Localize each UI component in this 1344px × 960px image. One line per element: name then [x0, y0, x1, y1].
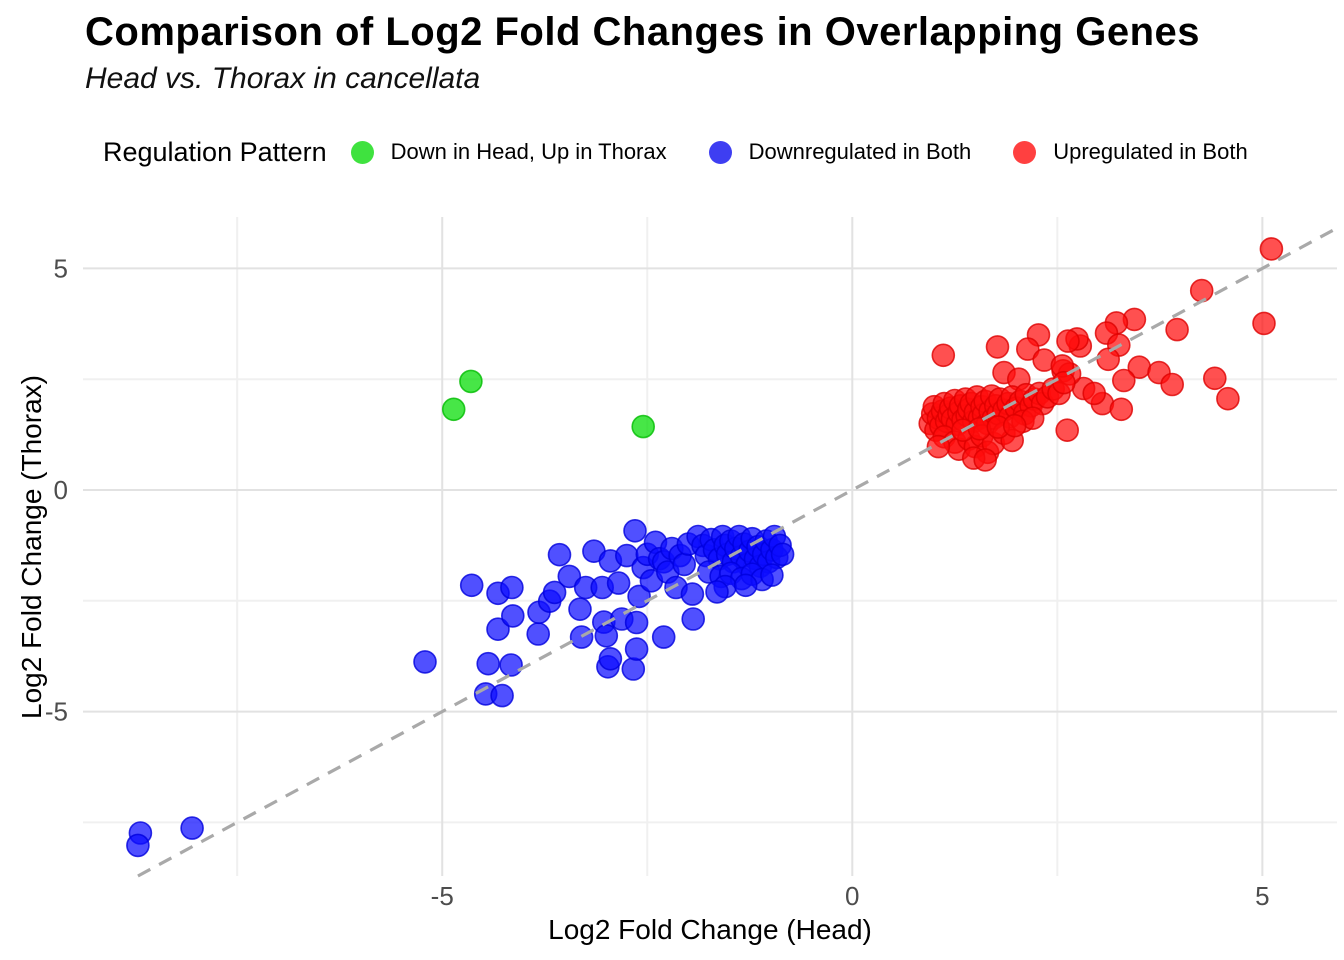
point-downregulated-both	[606, 571, 631, 595]
point-upregulated-both	[1112, 368, 1136, 393]
point-downregulated-both	[547, 542, 572, 567]
point-downregulated-both	[486, 617, 510, 642]
point-down-head-up-thorax	[441, 397, 466, 422]
legend-label: Down in Head, Up in Thorax	[390, 139, 667, 164]
identity-reference-line	[137, 226, 1338, 878]
point-upregulated-both	[931, 343, 956, 368]
point-downregulated-both	[733, 573, 758, 598]
chart-title: Comparison of Log2 Fold Changes in Overl…	[85, 10, 1201, 54]
y-tick-label: -5	[45, 697, 68, 727]
y-axis-title: Log2 Fold Change (Thorax)	[16, 375, 47, 719]
point-downregulated-both	[681, 607, 706, 631]
point-upregulated-both	[1259, 237, 1284, 261]
point-upregulated-both	[1216, 386, 1240, 411]
point-upregulated-both	[1203, 366, 1227, 391]
point-downregulated-both	[594, 623, 619, 648]
point-upregulated-both	[1252, 311, 1276, 336]
point-upregulated-both	[1160, 372, 1184, 397]
point-down-head-up-thorax	[459, 369, 483, 394]
y-tick-label: 0	[54, 475, 68, 505]
point-upregulated-both	[1002, 413, 1027, 438]
point-downregulated-both	[569, 625, 594, 649]
point-downregulated-both	[459, 573, 484, 598]
point-downregulated-both	[624, 637, 649, 661]
point-upregulated-both	[1165, 317, 1189, 342]
point-down-head-up-thorax	[631, 414, 656, 439]
x-tick-label: 0	[845, 881, 859, 911]
legend-item-down-head-up-thorax: Down in Head, Up in Thorax	[350, 139, 667, 165]
point-downregulated-both	[500, 604, 525, 628]
point-downregulated-both	[624, 610, 649, 635]
point-upregulated-both	[1082, 381, 1106, 406]
point-downregulated-both	[568, 597, 592, 622]
legend-dot-red-icon	[1013, 140, 1037, 164]
point-downregulated-both	[557, 564, 582, 589]
point-downregulated-both	[598, 646, 623, 671]
point-upregulated-both	[1096, 347, 1120, 372]
point-downregulated-both	[621, 657, 646, 681]
x-tick-label: 5	[1255, 881, 1269, 911]
legend-item-upregulated-both: Upregulated in Both	[1013, 139, 1248, 165]
legend-title: Regulation Pattern	[103, 136, 327, 167]
legend-label: Upregulated in Both	[1053, 139, 1248, 164]
point-downregulated-both	[499, 653, 523, 677]
point-downregulated-both	[500, 575, 524, 600]
point-downregulated-both	[526, 622, 551, 646]
point-upregulated-both	[1189, 278, 1214, 303]
point-downregulated-both	[476, 651, 501, 676]
legend-item-downregulated-both: Downregulated in Both	[708, 139, 972, 165]
point-downregulated-both	[651, 625, 676, 649]
point-downregulated-both	[413, 650, 437, 674]
point-downregulated-both	[770, 542, 795, 567]
point-upregulated-both	[1055, 418, 1079, 443]
chart-subtitle: Head vs. Thorax in cancellata	[85, 62, 481, 95]
legend-label: Downregulated in Both	[748, 139, 972, 164]
point-downregulated-both	[542, 580, 567, 605]
point-upregulated-both	[1052, 370, 1076, 395]
point-downregulated-both	[760, 563, 784, 587]
point-upregulated-both	[1016, 337, 1040, 361]
legend: Regulation Pattern Down in Head, Up in T…	[103, 130, 1290, 174]
y-tick-label: 5	[54, 253, 68, 283]
legend-dot-green-icon	[350, 140, 374, 164]
point-downregulated-both	[623, 518, 647, 543]
point-upregulated-both	[985, 335, 1010, 359]
x-tick-label: -5	[431, 881, 454, 911]
point-downregulated-both	[672, 552, 697, 577]
point-downregulated-both	[126, 833, 150, 858]
point-upregulated-both	[1056, 329, 1080, 353]
point-upregulated-both	[973, 448, 998, 472]
point-downregulated-both	[705, 580, 729, 604]
point-downregulated-both	[680, 582, 705, 606]
legend-dot-blue-icon	[708, 140, 732, 164]
point-downregulated-both	[490, 683, 514, 708]
point-downregulated-both	[180, 816, 204, 840]
point-upregulated-both	[1109, 397, 1134, 422]
x-axis-title: Log2 Fold Change (Head)	[548, 914, 872, 945]
